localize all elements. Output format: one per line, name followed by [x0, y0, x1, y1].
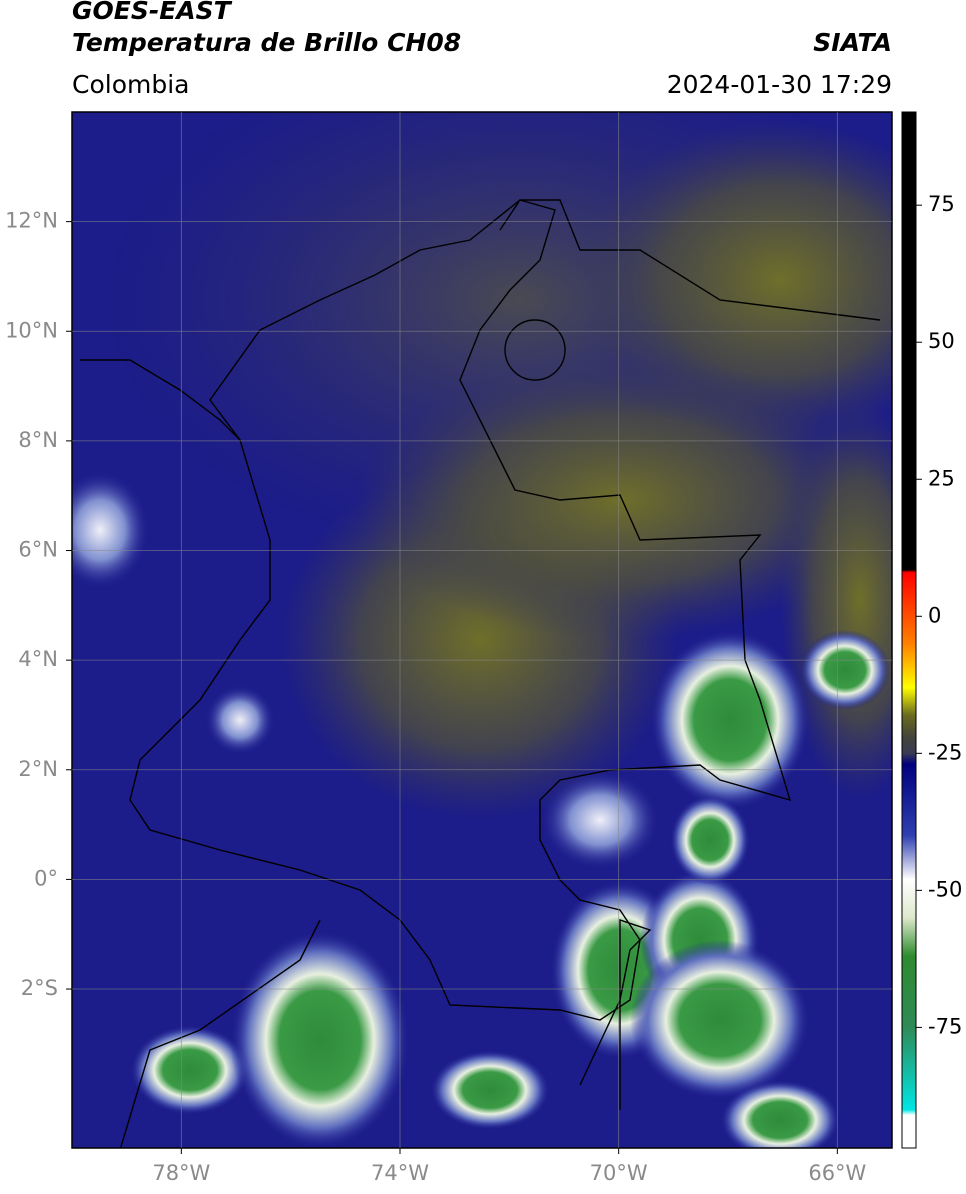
colorbar-tick-label: -50 — [928, 877, 962, 901]
colorbar-tick-label: -25 — [928, 740, 962, 764]
y-tick-label: 10°N — [5, 318, 58, 342]
x-tick-label: 74°W — [371, 1161, 429, 1185]
y-tick-label: 2°N — [18, 757, 58, 781]
title: GOES-EAST — [72, 0, 233, 25]
colorbar-tick-label: 0 — [928, 603, 941, 627]
satellite-image — [72, 112, 892, 1148]
y-tick-label: 0° — [34, 866, 58, 890]
y-tick-label: 8°N — [18, 428, 58, 452]
x-tick-label: 70°W — [590, 1161, 648, 1185]
colorbar-tick-label: 50 — [928, 329, 955, 353]
datetime: 2024-01-30 17:29 — [667, 70, 892, 99]
source: SIATA — [813, 28, 892, 57]
colorbar-tick-label: -75 — [928, 1014, 962, 1038]
region: Colombia — [72, 70, 189, 99]
y-tick-label: 6°N — [18, 538, 58, 562]
colorbar-tick-label: 25 — [928, 466, 955, 490]
map-frame — [71, 111, 893, 1149]
x-tick-label: 66°W — [808, 1161, 866, 1185]
y-tick-label: 2°S — [21, 976, 58, 1000]
colorbar-tick-label: 75 — [928, 192, 955, 216]
y-tick-label: 12°N — [5, 209, 58, 233]
colorbar — [901, 111, 917, 1149]
subtitle: Temperatura de Brillo CH08 — [72, 28, 461, 57]
y-tick-label: 4°N — [18, 647, 58, 671]
x-tick-label: 78°W — [152, 1161, 210, 1185]
